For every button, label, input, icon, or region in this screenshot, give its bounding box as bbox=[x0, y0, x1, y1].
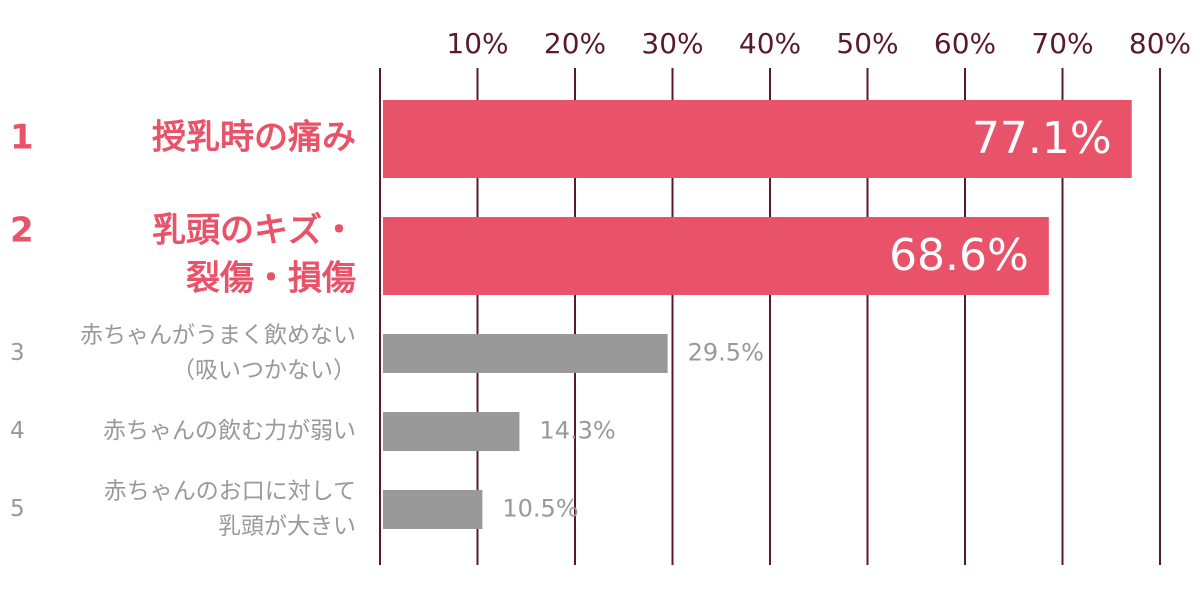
rank-label: 3 bbox=[10, 340, 25, 366]
x-tick-label: 30% bbox=[641, 27, 703, 60]
x-tick-label: 40% bbox=[739, 27, 801, 60]
rank-label: 5 bbox=[10, 496, 25, 522]
x-tick-label: 10% bbox=[446, 27, 508, 60]
rank-label: 1 bbox=[10, 118, 34, 158]
category-label: 乳頭のキズ・ bbox=[152, 211, 356, 251]
value-label: 29.5% bbox=[688, 339, 764, 367]
bar bbox=[383, 490, 483, 529]
x-tick-label: 60% bbox=[934, 27, 996, 60]
value-label: 10.5% bbox=[502, 495, 578, 523]
category-label: 赤ちゃんの飲む力が弱い bbox=[103, 418, 356, 444]
rank-label: 2 bbox=[10, 211, 34, 251]
x-tick-label: 50% bbox=[836, 27, 898, 60]
bar bbox=[383, 334, 668, 373]
bar bbox=[383, 412, 520, 451]
x-tick-label: 70% bbox=[1031, 27, 1093, 60]
rank-label: 4 bbox=[10, 418, 25, 444]
value-label: 77.1% bbox=[972, 113, 1112, 164]
bar bbox=[383, 217, 1049, 295]
x-tick-label: 20% bbox=[544, 27, 606, 60]
category-label: （吸いつかない） bbox=[172, 358, 356, 384]
bar bbox=[383, 100, 1132, 178]
x-tick-label: 80% bbox=[1129, 27, 1191, 60]
category-label: 裂傷・損傷 bbox=[186, 259, 356, 299]
value-label: 68.6% bbox=[889, 230, 1029, 281]
category-label: 乳頭が大きい bbox=[218, 514, 356, 540]
category-label: 授乳時の痛み bbox=[152, 118, 356, 158]
category-label: 赤ちゃんがうまく飲めない bbox=[80, 323, 356, 349]
value-label: 14.3% bbox=[539, 417, 615, 445]
category-label: 赤ちゃんのお口に対して bbox=[104, 479, 356, 505]
